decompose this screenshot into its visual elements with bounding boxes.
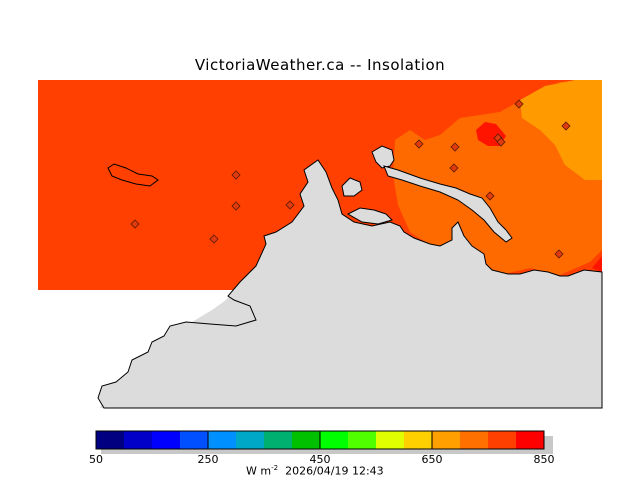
station-diamond-icon <box>209 234 219 244</box>
station-markers <box>130 99 571 259</box>
station-diamond-icon <box>554 249 564 259</box>
scale-label-1: 250 <box>197 453 219 466</box>
scale-label-4: 850 <box>533 453 555 466</box>
station-diamond-icon <box>450 142 460 152</box>
units-and-time: W m-2 2026/04/19 12:43 <box>246 464 384 478</box>
scale-bin <box>236 431 265 449</box>
unit-exponent: -2 <box>271 464 279 472</box>
station-diamond-icon <box>514 99 524 109</box>
scale-bin <box>376 431 405 449</box>
unit-prefix: W m <box>246 464 272 478</box>
island-outline <box>107 163 159 187</box>
inlet-channel <box>383 165 513 243</box>
scale-bin <box>404 431 433 449</box>
scale-bin <box>208 431 237 449</box>
station-diamond-icon <box>496 137 506 147</box>
land-mass <box>97 159 603 409</box>
scale-bin <box>320 431 349 449</box>
station-diamond-icon <box>414 139 424 149</box>
inlet <box>371 145 395 169</box>
station-diamond-icon <box>285 200 295 210</box>
station-diamond-icon <box>130 219 140 229</box>
timestamp: 2026/04/19 12:43 <box>285 464 384 478</box>
scale-label-0: 50 <box>89 453 103 466</box>
scale-bin <box>96 431 125 449</box>
map-title: VictoriaWeather.ca -- Insolation <box>194 56 446 74</box>
insolation-field-peak-se <box>592 256 602 272</box>
scale-bin <box>460 431 489 449</box>
scale-bin <box>348 431 377 449</box>
station-diamond-icon <box>485 191 495 201</box>
insolation-field-high <box>520 80 602 180</box>
scale-bin <box>152 431 181 449</box>
scale-bin <box>124 431 153 449</box>
scale-label-2: 450 <box>309 453 331 466</box>
scale-bin <box>432 431 461 449</box>
scale-bin <box>180 431 209 449</box>
scale-bin <box>488 431 517 449</box>
scale-ticks <box>95 431 545 449</box>
no-data-region <box>38 290 234 408</box>
peninsula-mid <box>346 207 393 225</box>
scale-bin <box>264 431 293 449</box>
station-diamond-icon <box>561 121 571 131</box>
scale-bin <box>516 431 545 449</box>
station-diamond-icon <box>231 170 241 180</box>
station-diamond-icon <box>231 201 241 211</box>
peninsula-north <box>341 177 363 197</box>
scale-label-3: 650 <box>421 453 443 466</box>
station-diamond-icon <box>449 163 459 173</box>
scale-bin <box>292 431 321 449</box>
